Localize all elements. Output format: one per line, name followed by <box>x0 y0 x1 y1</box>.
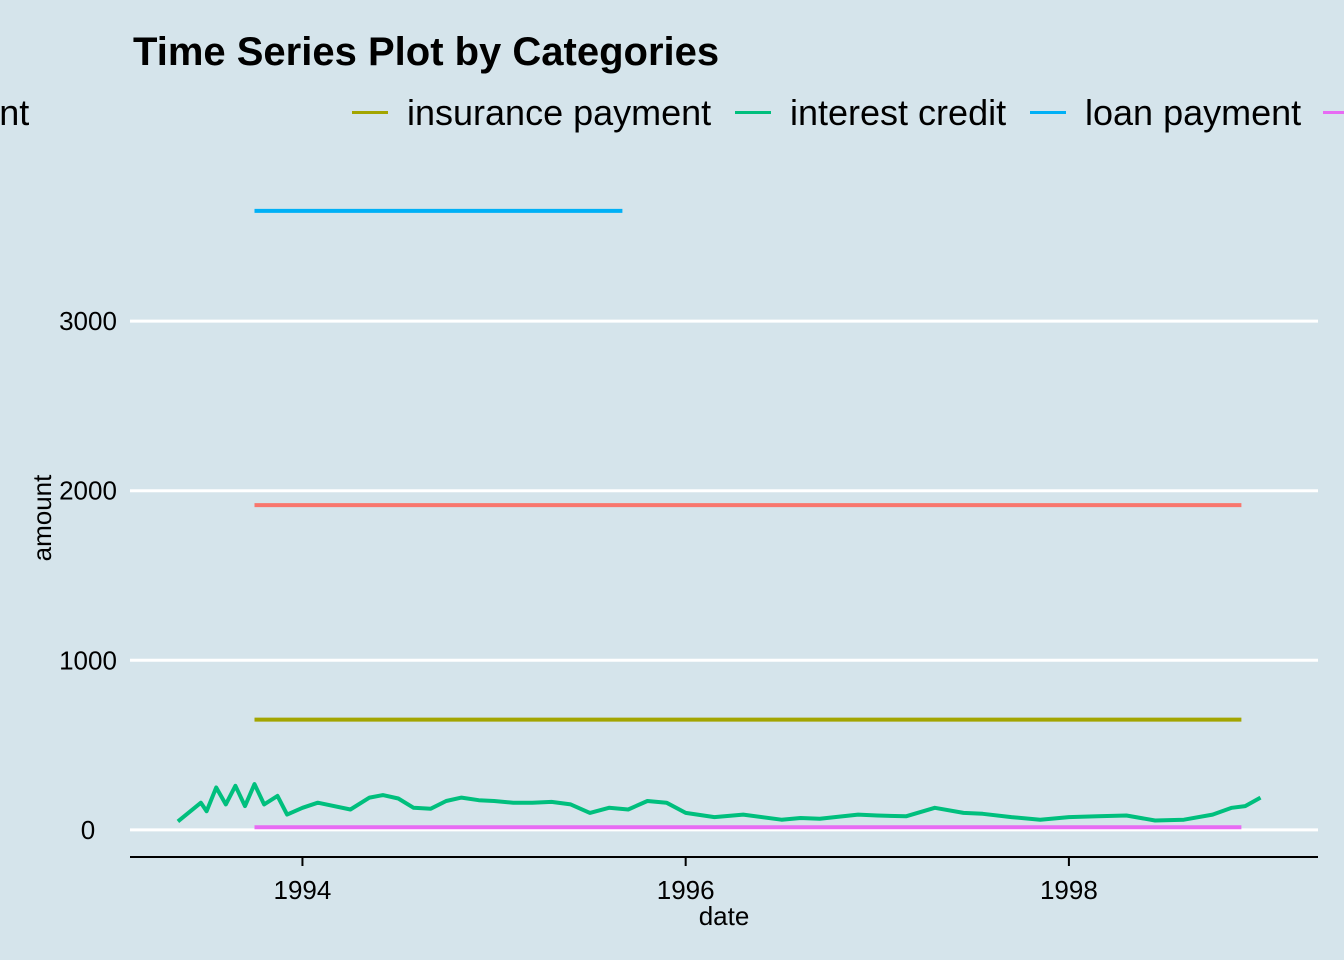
legend-key-loan-payment <box>1030 111 1066 114</box>
x-tick-label: 1998 <box>1040 875 1098 905</box>
chart-title: Time Series Plot by Categories <box>133 30 720 74</box>
legend-label: insurance payment <box>407 92 712 133</box>
x-axis-title: date <box>699 901 750 931</box>
legend-key-insurance-payment <box>352 111 388 114</box>
legend-label: loan payment <box>1085 92 1302 133</box>
legend-label: interest credit <box>790 92 1007 133</box>
y-axis-title: amount <box>27 474 57 561</box>
legend: household payment insurance payment intere… <box>0 90 1344 140</box>
y-tick-label: 1000 <box>59 645 117 675</box>
y-tick-label: 2000 <box>59 476 117 506</box>
y-tick-label: 3000 <box>59 306 117 336</box>
legend-key-withdrawal <box>1323 111 1344 114</box>
x-tick-label: 1996 <box>657 875 715 905</box>
x-tick-label: 1994 <box>274 875 332 905</box>
legend-key-interest-credit <box>735 111 771 114</box>
y-tick-label: 0 <box>81 815 95 845</box>
series-line-interest-credit <box>176 782 1262 823</box>
legend-label: household payment <box>0 92 30 133</box>
